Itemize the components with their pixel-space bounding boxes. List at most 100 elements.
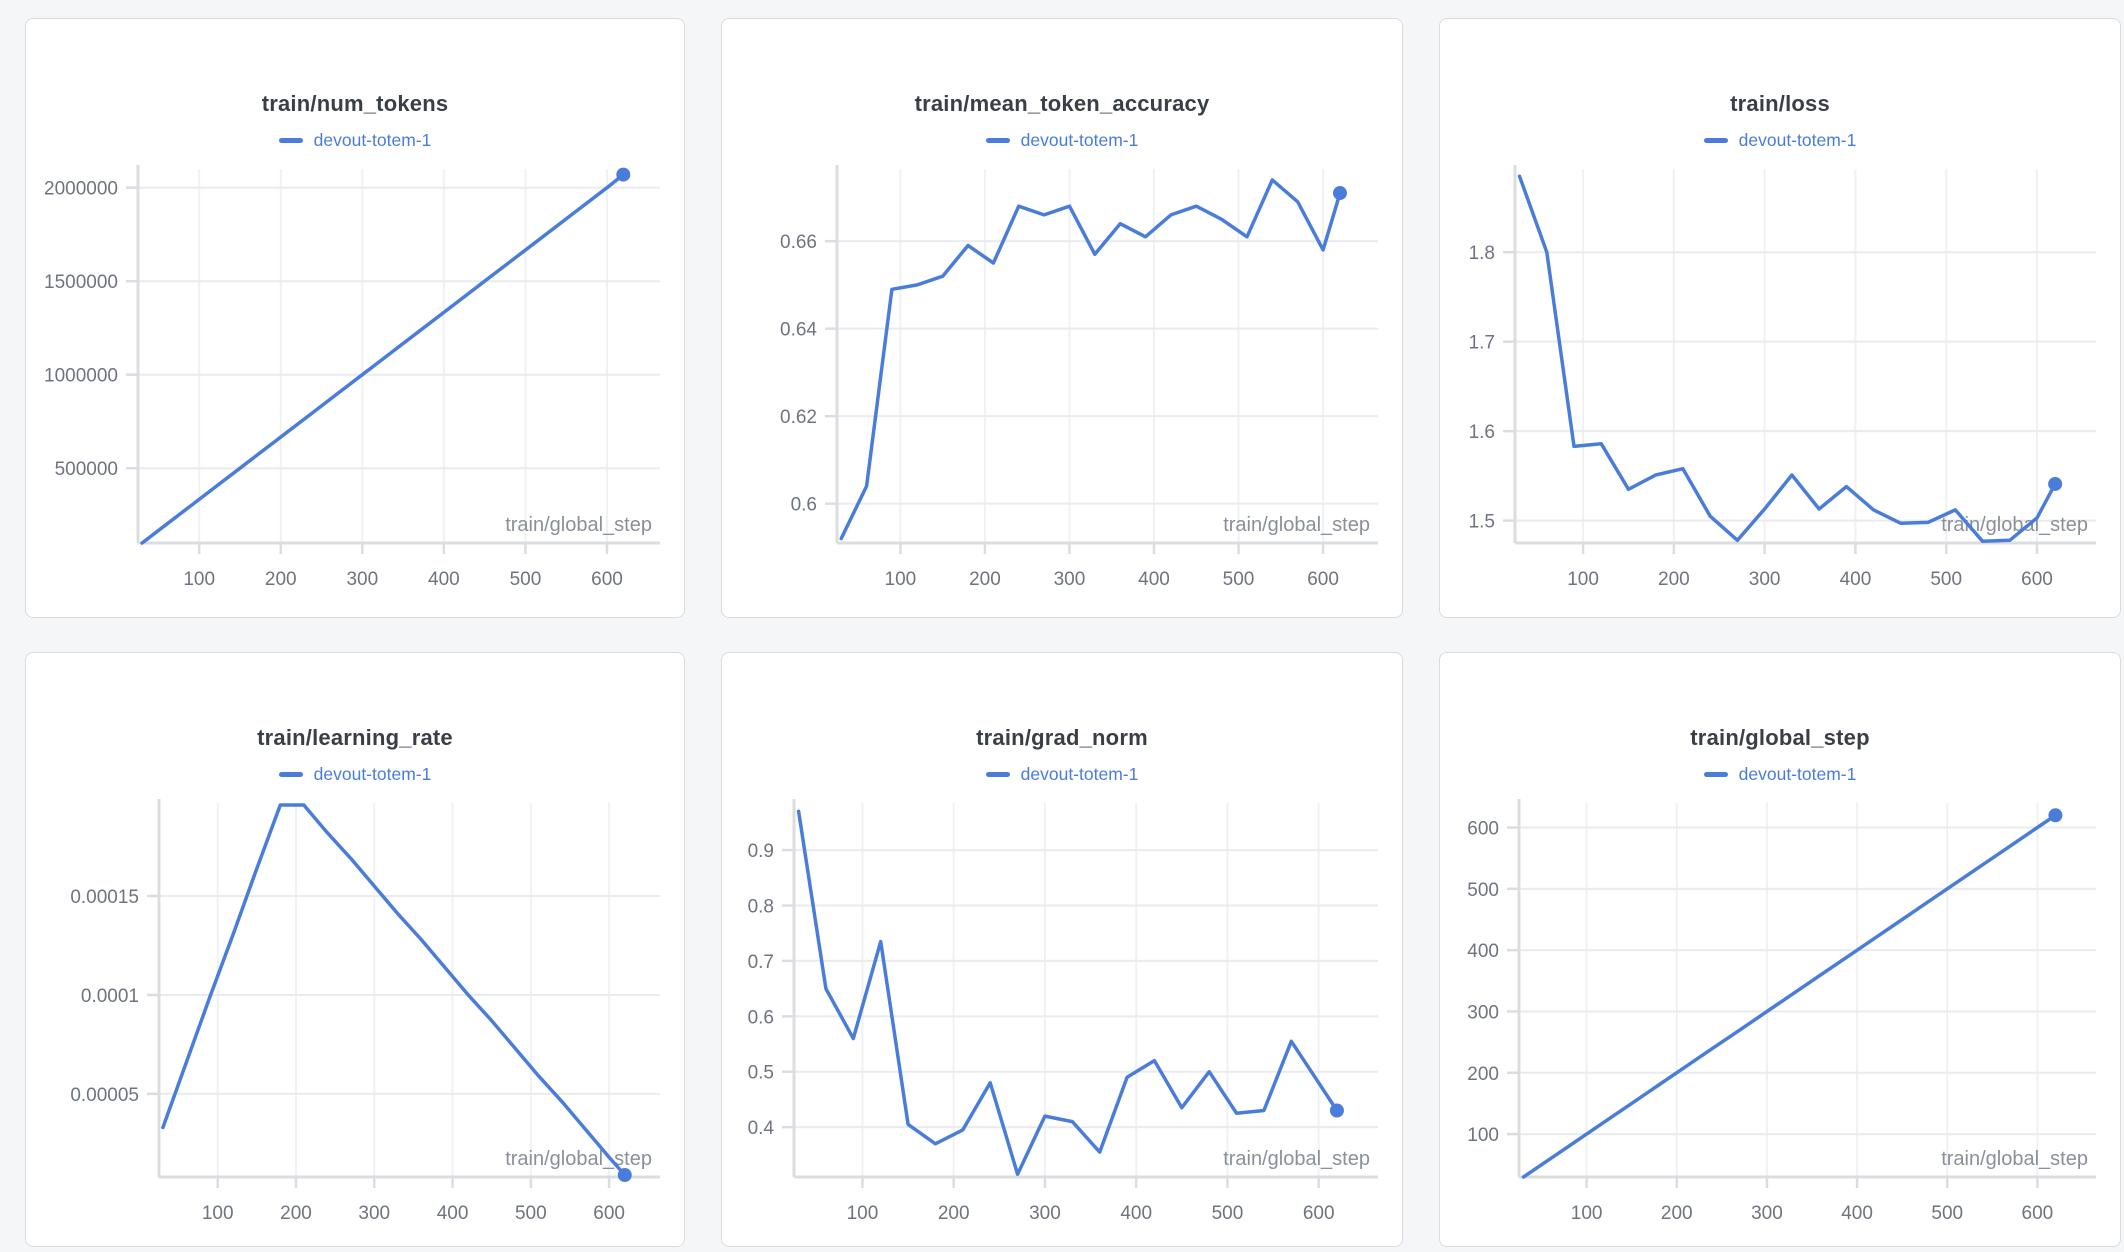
svg-text:0.00015: 0.00015 [70,887,139,908]
legend-run-name: devout-totem-1 [1020,130,1139,150]
legend-line-swatch [1703,138,1728,143]
svg-text:200: 200 [1467,1064,1499,1085]
svg-text:200: 200 [969,569,1001,590]
chart-title: train/global_step [1690,725,1870,750]
svg-text:600: 600 [593,1203,625,1224]
svg-text:500: 500 [1212,1203,1244,1224]
svg-text:100: 100 [1467,1125,1499,1146]
svg-text:train/global_step: train/global_step [1941,1148,2088,1170]
svg-text:0.9: 0.9 [748,841,774,862]
legend-run-name: devout-totem-1 [313,130,432,150]
svg-text:0.6: 0.6 [791,495,817,516]
legend-line-swatch [278,772,303,777]
svg-text:200: 200 [1661,1203,1693,1224]
svg-text:0.4: 0.4 [748,1118,775,1139]
svg-text:300: 300 [1467,1002,1499,1023]
svg-text:400: 400 [1120,1203,1152,1224]
svg-text:1500000: 1500000 [44,272,118,293]
svg-text:train/global_step: train/global_step [1941,514,2088,536]
svg-text:300: 300 [1029,1203,1061,1224]
svg-text:600: 600 [1303,1203,1335,1224]
svg-text:300: 300 [358,1203,390,1224]
svg-text:300: 300 [346,569,378,590]
svg-text:600: 600 [2022,1203,2054,1224]
svg-text:2000000: 2000000 [44,179,118,200]
svg-text:500: 500 [510,569,542,590]
svg-text:100: 100 [1567,569,1599,590]
line-chart[interactable]: 100 200 300 400 500 600 500000 1000000 1500000 20… [26,19,684,617]
svg-text:0.7: 0.7 [748,952,774,973]
svg-text:100: 100 [1571,1203,1603,1224]
chart-title: train/loss [1730,91,1830,116]
svg-text:600: 600 [1467,819,1499,840]
svg-text:400: 400 [1840,569,1872,590]
svg-text:100: 100 [202,1203,234,1224]
svg-text:train/global_step: train/global_step [1223,1148,1370,1170]
svg-text:100: 100 [847,1203,879,1224]
svg-text:train/global_step: train/global_step [505,514,652,536]
svg-text:train/global_step: train/global_step [1223,514,1370,536]
svg-text:0.8: 0.8 [748,897,774,918]
svg-text:600: 600 [1307,569,1339,590]
legend-line-swatch [278,138,303,143]
chart-title: train/mean_token_accuracy [914,91,1210,116]
chart-title: train/learning_rate [257,725,453,750]
legend-run-name: devout-totem-1 [313,764,432,784]
legend-line-swatch [985,772,1010,777]
chart-legend: devout-totem-1 [722,130,1402,151]
svg-text:400: 400 [1841,1203,1873,1224]
legend-line-swatch [985,138,1010,143]
svg-text:0.66: 0.66 [780,232,817,253]
svg-text:100: 100 [885,569,917,590]
legend-line-swatch [1703,772,1728,777]
svg-text:500000: 500000 [55,459,118,480]
chart-legend: devout-totem-1 [722,764,1402,785]
svg-text:200: 200 [1658,569,1690,590]
svg-text:600: 600 [2021,569,2053,590]
line-chart[interactable]: 100 200 300 400 500 6000.000050.00010.00015tr… [26,653,684,1246]
line-chart[interactable]: 100 200 300 400 500 6000.40.50.60.70.80.9trai… [722,653,1402,1246]
svg-text:500: 500 [1931,1203,1963,1224]
svg-text:400: 400 [1138,569,1170,590]
chart-legend: devout-totem-1 [26,764,684,785]
svg-text:600: 600 [591,569,623,590]
svg-text:0.0001: 0.0001 [81,986,139,1007]
panel-train-num-tokens[interactable]: train/num_tokens devout-totem-1 100 200 30… [25,18,685,618]
svg-text:1.5: 1.5 [1469,512,1495,533]
line-chart[interactable]: 100 200 300 400 500 600100200300400500600trai… [1440,653,2120,1246]
svg-text:0.00005: 0.00005 [70,1085,139,1106]
svg-text:200: 200 [280,1203,312,1224]
svg-text:1.6: 1.6 [1469,422,1495,443]
legend-run-name: devout-totem-1 [1020,764,1139,784]
legend-run-name: devout-totem-1 [1738,130,1857,150]
svg-text:400: 400 [1467,941,1499,962]
panel-train-mean-token-accuracy[interactable]: train/mean_token_accuracy devout-totem-1… [721,18,1403,618]
svg-text:0.5: 0.5 [748,1063,774,1084]
svg-text:300: 300 [1054,569,1086,590]
panel-train-loss[interactable]: train/loss devout-totem-1 100 200 300 400 50… [1439,18,2121,618]
svg-text:200: 200 [265,569,297,590]
svg-text:200: 200 [938,1203,970,1224]
legend-run-name: devout-totem-1 [1738,764,1857,784]
svg-text:500: 500 [1223,569,1255,590]
line-chart[interactable]: 100 200 300 400 500 600 1.5 1.6 1.7 1.8 train/glob… [1440,19,2120,617]
svg-text:train/global_step: train/global_step [505,1148,652,1170]
chart-title: train/grad_norm [976,725,1148,750]
svg-text:0.6: 0.6 [748,1007,774,1028]
svg-text:400: 400 [437,1203,469,1224]
svg-text:300: 300 [1751,1203,1783,1224]
panel-train-grad-norm[interactable]: train/grad_norm devout-totem-1 100 200 300… [721,652,1403,1247]
svg-text:100: 100 [183,569,215,590]
line-chart[interactable]: 100 200 300 400 500 600 0.6 0.62 0.64 0.66 train/g… [722,19,1402,617]
svg-text:0.62: 0.62 [780,407,817,428]
svg-text:1000000: 1000000 [44,366,118,387]
panel-train-global-step[interactable]: train/global_step devout-totem-1 100 200 3… [1439,652,2121,1247]
svg-text:0.64: 0.64 [780,320,817,341]
svg-text:400: 400 [428,569,460,590]
panel-train-learning-rate[interactable]: train/learning_rate devout-totem-1 100 20… [25,652,685,1247]
svg-text:500: 500 [515,1203,547,1224]
chart-legend: devout-totem-1 [26,130,684,151]
svg-text:500: 500 [1467,880,1499,901]
svg-text:300: 300 [1749,569,1781,590]
charts-grid: train/num_tokens devout-totem-1 100 200 30… [25,18,2121,1247]
